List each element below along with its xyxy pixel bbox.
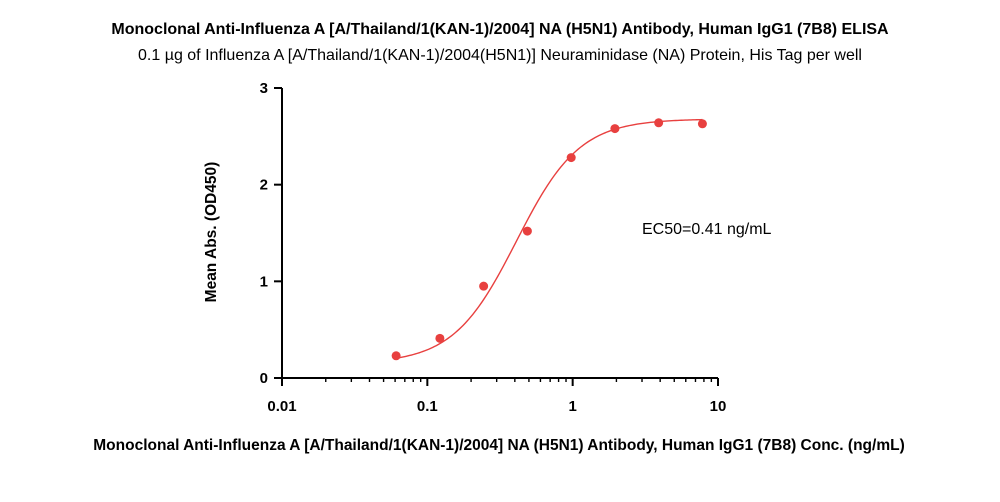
x-axis-title: Monoclonal Anti-Influenza A [A/Thailand/… (93, 437, 904, 454)
y-tick-label: 1 (260, 273, 268, 290)
axes (281, 88, 718, 379)
y-axis-title: Mean Abs. (OD450) (203, 162, 220, 303)
y-tick-label: 2 (260, 177, 268, 194)
x-tick-label: 0.01 (267, 398, 296, 415)
data-point (697, 119, 707, 129)
fit-curve (396, 118, 703, 359)
chart-title: Monoclonal Anti-Influenza A [A/Thailand/… (111, 21, 889, 38)
data-point (479, 281, 489, 291)
ec50-annotation: EC50=0.41 ng/mL (642, 221, 772, 238)
x-ticks: 0.01 0.1 1 10 (267, 378, 726, 415)
x-tick-label: 0.1 (417, 398, 438, 415)
data-points (391, 118, 707, 361)
data-point (435, 333, 445, 343)
y-tick-label: 3 (260, 80, 268, 97)
data-point (522, 226, 532, 236)
y-ticks: 0 1 2 3 (260, 80, 282, 387)
data-point (566, 153, 576, 163)
x-tick-label: 10 (710, 398, 727, 415)
x-tick-label: 1 (568, 398, 576, 415)
data-point (610, 124, 620, 134)
data-point (391, 351, 401, 361)
chart-subtitle: 0.1 µg of Influenza A [A/Thailand/1(KAN-… (138, 47, 862, 64)
y-tick-label: 0 (260, 370, 268, 387)
data-point (654, 118, 664, 128)
